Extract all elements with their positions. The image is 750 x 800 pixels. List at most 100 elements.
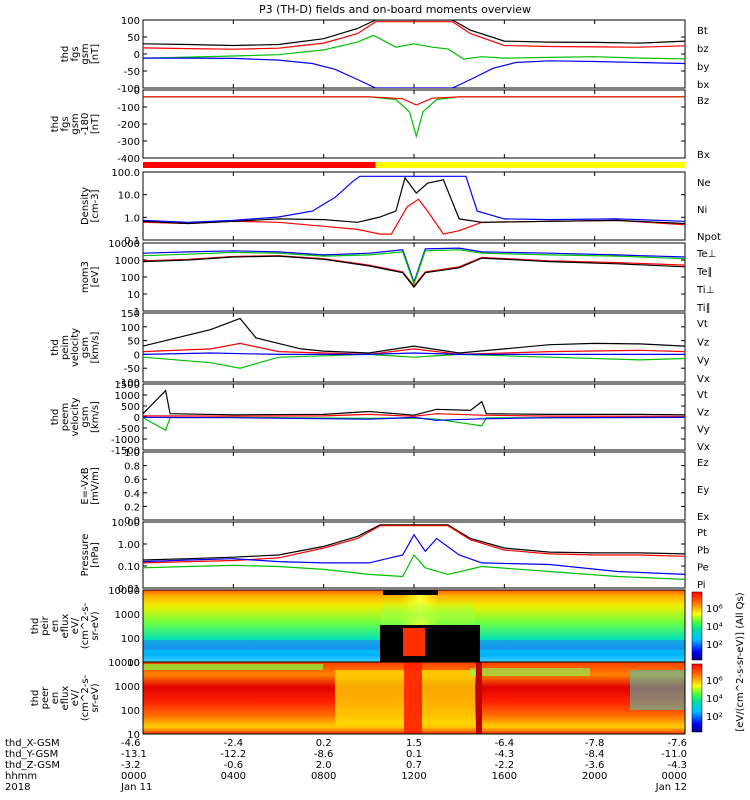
ion-spec-red-core <box>403 628 425 656</box>
y-tick-label: 0.01 <box>118 584 140 595</box>
ylabel-line: peir <box>40 615 51 635</box>
ele-spec-frame <box>142 661 686 735</box>
ele-spec-red-core <box>404 662 422 734</box>
y-tick-label: -500 <box>117 424 140 435</box>
ele-spec-green-right <box>470 668 590 676</box>
y-tick-label: 100 <box>121 16 140 27</box>
y-tick-label: 0.0 <box>124 516 140 527</box>
ylabel-line: [cm-3] <box>90 189 101 222</box>
y-tick-label: 10000 <box>108 658 140 669</box>
legend-Pt: Pt <box>697 528 707 539</box>
y-gsm-value: -13.1 <box>121 749 147 760</box>
y-tick-label: 0 <box>134 50 140 61</box>
y-tick-label: 100.0 <box>111 168 140 179</box>
ylabel-line: [km/s] <box>90 331 101 363</box>
y-tick-label: -400 <box>117 154 140 165</box>
ylabel-line: thd <box>30 618 41 635</box>
y-tick-label: 0.2 <box>124 502 140 513</box>
series-Pe <box>143 553 685 580</box>
x-gsm-value: -7.8 <box>585 738 605 749</box>
ylabel-line: peer <box>40 686 51 710</box>
series-Ni <box>143 176 685 225</box>
y-tick-label: 1000 <box>115 610 140 621</box>
y-tick-label: 1.0 <box>124 213 140 224</box>
series-Vt <box>143 317 685 354</box>
mode-bar-segment <box>143 162 376 168</box>
ylabel-line: thd <box>50 116 61 133</box>
ylabel-line: eV/ <box>70 689 81 706</box>
panel-ylabel: thdfgsgsm[nT] <box>60 43 101 64</box>
panel-frame <box>142 89 686 159</box>
x-row-label: thd_X-GSM <box>5 738 60 749</box>
y-tick-label: -100 <box>117 378 140 389</box>
y-gsm-value: -8.4 <box>585 749 605 760</box>
colorbar-tick-label: 10⁶ <box>706 676 723 687</box>
time-label: 1200 <box>401 771 426 782</box>
ylabel-line: [nT] <box>90 114 101 134</box>
ylabel-line: velocity <box>70 397 81 436</box>
y-tick-label: -50 <box>124 67 140 78</box>
ylabel-line: eV/ <box>70 617 81 634</box>
ylabel-line: -180 <box>80 113 91 136</box>
x-row-label: hhmm <box>5 771 37 782</box>
ylabel-line: en <box>50 620 61 633</box>
ylabel-line: gsm <box>80 43 91 64</box>
x-gsm-value: -2.4 <box>224 738 244 749</box>
y-gsm-value: -4.3 <box>495 749 515 760</box>
series-Vy <box>143 416 685 432</box>
y-tick-label: 1000 <box>115 391 140 402</box>
panel-efield: 1.0 0.8 0.6 0.4 0.2 0.0 E=-VxB[mV/m] Ez Ey Ex <box>80 448 709 527</box>
z-gsm-value: 2.0 <box>316 760 332 771</box>
y-tick-label: 10 <box>127 290 140 301</box>
y-tick-label: 100 <box>121 634 140 645</box>
y-tick-label: -200 <box>117 120 140 131</box>
y-tick-label: 100 <box>121 706 140 717</box>
mode-bar <box>143 162 685 168</box>
y-tick-label: 1.00 <box>118 540 140 551</box>
ylabel-line: [nT] <box>90 44 101 64</box>
ion-spec-black-patch <box>380 625 480 662</box>
y-tick-label: -300 <box>117 137 140 148</box>
colorbar-tick-label: 10⁶ <box>706 604 723 615</box>
ylabel-line: fgs <box>70 46 81 61</box>
ylabel-line: eflux <box>60 686 71 711</box>
series-Vz <box>143 413 685 417</box>
series-Bx <box>143 96 685 106</box>
panel-ylabel: thdpeemvelocitygsm[km/s] <box>50 397 101 436</box>
series-Pt <box>143 524 685 561</box>
legend-Ey: Ey <box>697 485 709 496</box>
ylabel-line: thd <box>50 409 61 426</box>
series-Npot <box>143 175 685 223</box>
y-gsm-value: -11.0 <box>661 749 687 760</box>
ylabel-line: en <box>50 692 61 705</box>
x-gsm-value: -4.6 <box>121 738 141 749</box>
ylabel-line: [km/s] <box>90 401 101 433</box>
panel-density: 100.0 10.0 1.0 0.1 Density[cm-3] Ne Ni Npot <box>80 168 721 247</box>
series-Vx <box>143 352 685 355</box>
date-label: Jan 11 <box>120 782 152 793</box>
y-tick-label: 100 <box>121 273 140 284</box>
legend-Npot: Npot <box>697 232 721 243</box>
panel-ylabel: thdpeirenefluxeV/(cm^2-s-sr-eV) <box>30 602 101 649</box>
y-tick-label: 0.4 <box>124 489 140 500</box>
y-tick-label: 1 <box>134 307 140 318</box>
ylabel-line: eflux <box>60 614 71 639</box>
ylabel-line: (cm^2-s- <box>80 674 91 721</box>
y-tick-label: 50 <box>127 33 140 44</box>
y-tick-label: -100 <box>117 103 140 114</box>
x-row-label: thd_Z-GSM <box>5 760 60 771</box>
legend-Pb: Pb <box>697 545 709 556</box>
panel-ylabel: Pressure[nPa] <box>80 534 101 577</box>
panel-ylabel: thdpeerenefluxeV/(cm^2-s-sr-eV) <box>30 674 101 721</box>
z-gsm-value: -0.6 <box>224 760 244 771</box>
ylabel-line: [eV] <box>90 267 101 288</box>
colorbar-tick-label: 10² <box>706 712 723 723</box>
ylabel-line: thd <box>50 339 61 356</box>
legend-Vx: Vx <box>697 442 710 453</box>
colorbar: 10⁶ 10⁴ 10² 10⁶ 10⁴ 10² [eV/(cm^2-s-sr-eV)] (… <box>691 591 746 733</box>
ylabel-line: velocity <box>70 328 81 367</box>
legend-Vz: Vz <box>697 407 709 418</box>
panel-ylabel: Density[cm-3] <box>80 187 101 225</box>
ion-spectrogram <box>142 589 686 663</box>
